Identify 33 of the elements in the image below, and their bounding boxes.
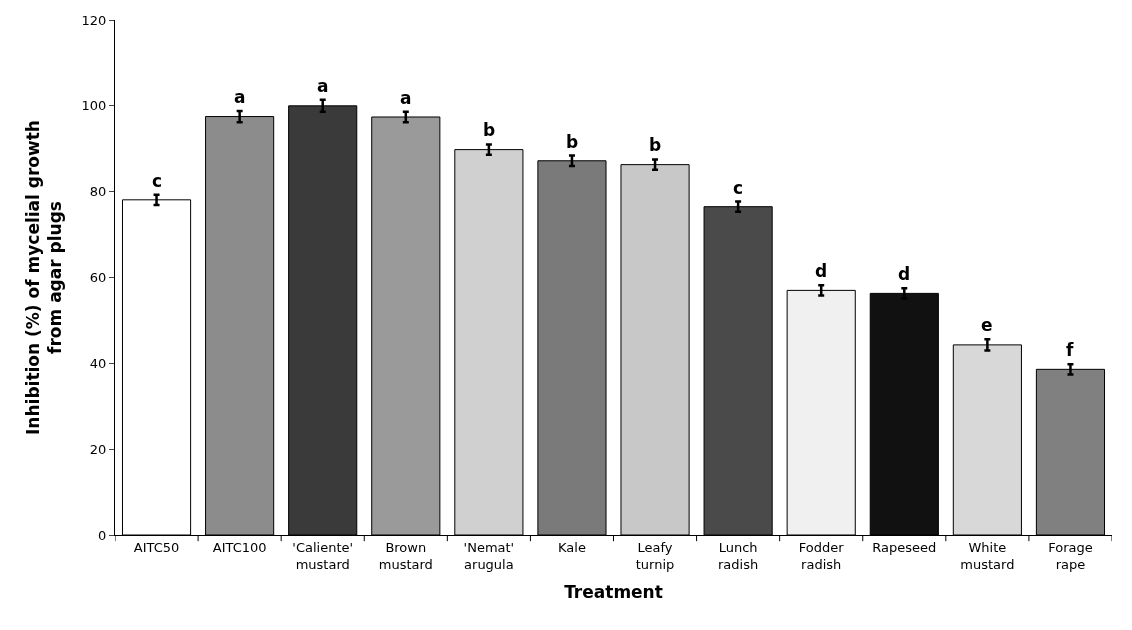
annotation: a bbox=[400, 88, 412, 108]
y-tick-label: 100 bbox=[81, 98, 107, 114]
y-tick-label: 40 bbox=[89, 355, 107, 371]
annotation: a bbox=[317, 76, 329, 96]
y-tick-label: 80 bbox=[89, 184, 107, 200]
annotation: f bbox=[1066, 340, 1074, 360]
x-tick-label: Leafy turnip bbox=[635, 539, 675, 572]
annotation: a bbox=[234, 87, 246, 107]
annotation: d bbox=[815, 261, 828, 281]
x-tick-label: Rapeseed bbox=[872, 539, 937, 555]
x-tick-label: Brown mustard bbox=[378, 539, 433, 572]
annotation: b bbox=[649, 135, 662, 155]
annotation: c bbox=[733, 178, 744, 198]
x-tick-label: Lunch radish bbox=[718, 539, 759, 572]
x-tick-label: Forage rape bbox=[1048, 539, 1093, 572]
annotation: b bbox=[566, 132, 579, 152]
annotation: d bbox=[898, 264, 911, 284]
x-axis-title: Treatment bbox=[564, 581, 663, 602]
x-tick-label: Kale bbox=[558, 539, 586, 555]
annotation: e bbox=[981, 315, 993, 335]
x-tick-label: White mustard bbox=[960, 539, 1015, 572]
y-tick-label: 20 bbox=[89, 441, 107, 457]
y-tick-label: 0 bbox=[98, 527, 107, 543]
x-tick-label: Fodder radish bbox=[798, 539, 845, 572]
y-tick-label: 60 bbox=[89, 270, 107, 286]
y-tick-label: 120 bbox=[81, 12, 107, 28]
annotation: c bbox=[152, 171, 163, 191]
x-tick-label: AITC50 bbox=[133, 539, 180, 555]
x-tick-label: 'Caliente' mustard bbox=[292, 539, 354, 572]
y-axis-title: Inhibition (%) of mycelial growth from agar plugs bbox=[23, 120, 66, 435]
x-tick-label: 'Nemat' arugula bbox=[463, 539, 515, 572]
annotation: b bbox=[483, 120, 496, 140]
x-tick-label: AITC100 bbox=[212, 539, 267, 555]
